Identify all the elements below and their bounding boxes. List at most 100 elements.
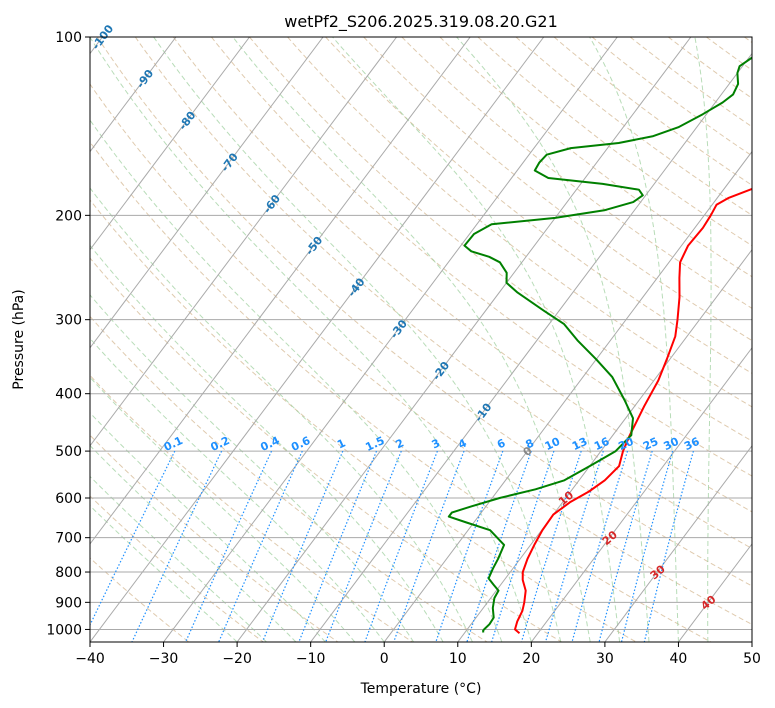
moist-adiabats bbox=[90, 37, 712, 642]
dry-adiabat bbox=[90, 315, 489, 642]
mixing-ratio-label: 25 bbox=[641, 435, 660, 453]
moist-adiabat bbox=[694, 37, 712, 642]
dry-adiabat bbox=[401, 37, 752, 309]
isotherm bbox=[677, 543, 752, 642]
isotherm bbox=[90, 37, 324, 349]
moist-adiabat bbox=[232, 37, 591, 642]
x-tick-label: 50 bbox=[743, 651, 761, 667]
mixing-ratio-line bbox=[131, 450, 223, 642]
mixing-ratio-line bbox=[620, 450, 674, 642]
moist-adiabat bbox=[90, 37, 532, 642]
moist-adiabat bbox=[90, 244, 444, 642]
moist-adiabat bbox=[332, 37, 621, 642]
dry-adiabat bbox=[90, 83, 752, 625]
dry-adiabat bbox=[90, 141, 712, 642]
y-tick-label: 700 bbox=[55, 531, 82, 547]
dry-adiabat bbox=[325, 37, 752, 374]
isotherm bbox=[310, 52, 752, 642]
isotherm bbox=[457, 248, 752, 642]
dry-adiabat bbox=[90, 495, 265, 642]
isotherms bbox=[90, 37, 752, 642]
y-tick-label: 200 bbox=[55, 208, 82, 224]
isotherm bbox=[530, 346, 752, 642]
y-tick-label: 600 bbox=[55, 491, 82, 507]
dry-adiabat bbox=[591, 37, 752, 157]
mixing-ratio-line bbox=[90, 450, 176, 627]
mixing-ratio-line bbox=[298, 450, 378, 642]
y-tick-label: 500 bbox=[55, 444, 82, 460]
mixing-ratio-line bbox=[393, 450, 465, 642]
moist-adiabat bbox=[456, 37, 650, 642]
y-tick-label: 300 bbox=[55, 313, 82, 329]
plot-frame bbox=[89, 36, 753, 643]
x-tick-label: 30 bbox=[596, 651, 614, 667]
isotherm bbox=[90, 37, 398, 447]
dry-adiabat bbox=[439, 37, 752, 278]
mixing-ratio-label: 16 bbox=[592, 435, 612, 453]
mixing-ratio-line bbox=[491, 450, 555, 642]
x-tick-label: 20 bbox=[522, 651, 540, 667]
x-tick-label: 10 bbox=[449, 651, 467, 667]
dry-adiabat bbox=[96, 37, 752, 587]
isotherm bbox=[90, 37, 177, 153]
dry-adiabat bbox=[90, 257, 563, 642]
mixing-ratio-line bbox=[325, 450, 402, 642]
isotherm bbox=[162, 37, 618, 642]
isotherm bbox=[604, 445, 752, 642]
dry-adiabat bbox=[90, 434, 339, 642]
y-tick-label: 1000 bbox=[46, 622, 82, 638]
mixing-ratio-line bbox=[520, 450, 582, 642]
y-axis-label: Pressure (hPa) bbox=[11, 289, 27, 389]
moist-adiabat bbox=[90, 475, 267, 642]
isotherm bbox=[90, 37, 545, 642]
x-tick-label: −30 bbox=[149, 651, 179, 667]
y-axis: 100 200 300 400 500 600 700 800 900 1000 bbox=[46, 30, 90, 638]
data-series bbox=[447, 56, 752, 635]
x-tick-label: −10 bbox=[296, 651, 326, 667]
mixing-ratio-line bbox=[435, 450, 504, 642]
dry-adiabats bbox=[90, 37, 752, 642]
dry-adiabat bbox=[134, 37, 752, 550]
dry-adiabat bbox=[211, 37, 752, 477]
y-tick-label: 400 bbox=[55, 387, 82, 403]
profile-line bbox=[447, 56, 752, 633]
x-tick-label: 40 bbox=[670, 651, 688, 667]
moist-adiabat bbox=[90, 505, 238, 642]
isotherm bbox=[90, 37, 471, 545]
mixing-ratio-lines bbox=[90, 450, 694, 642]
x-tick-label: 0 bbox=[380, 651, 389, 667]
mixing-ratio-label: 36 bbox=[682, 435, 702, 453]
profile-line bbox=[514, 187, 752, 635]
dry-adiabat bbox=[515, 37, 752, 216]
y-tick-label: 800 bbox=[55, 565, 82, 581]
mixing-ratio-label: 10 bbox=[543, 435, 563, 453]
isobars bbox=[90, 37, 752, 630]
mixing-ratio-label: 30 bbox=[661, 435, 681, 453]
dry-adiabat bbox=[90, 199, 638, 642]
mixing-ratio-line bbox=[571, 450, 629, 642]
moist-adiabat bbox=[589, 37, 679, 642]
dry-adiabat bbox=[477, 37, 752, 247]
x-axis: −40 −30 −20 −10 0 10 20 30 40 50 bbox=[75, 642, 761, 667]
x-axis-label: Temperature (°C) bbox=[360, 681, 482, 697]
mixing-ratio-line bbox=[544, 450, 604, 642]
mixing-ratio-line bbox=[598, 450, 653, 642]
mixing-ratio-line bbox=[466, 450, 532, 642]
y-tick-label: 900 bbox=[55, 595, 82, 611]
moist-adiabat bbox=[90, 294, 415, 642]
chart-title: wetPf2_S206.2025.319.08.20.G21 bbox=[284, 12, 558, 32]
moist-adiabat bbox=[153, 37, 562, 642]
x-tick-label: −20 bbox=[222, 651, 252, 667]
mixing-ratio-line bbox=[364, 450, 438, 642]
mixing-ratio-label: 13 bbox=[570, 435, 589, 453]
mixing-ratio-label: 20 bbox=[616, 435, 636, 453]
x-tick-label: −40 bbox=[75, 651, 105, 667]
isotherm bbox=[236, 37, 692, 642]
mixing-ratio-line bbox=[184, 450, 273, 642]
y-tick-label: 100 bbox=[55, 30, 82, 46]
isotherm bbox=[383, 150, 752, 642]
moist-adiabat bbox=[90, 119, 503, 642]
mixing-ratio-line bbox=[643, 450, 694, 642]
dry-adiabat bbox=[249, 37, 752, 442]
